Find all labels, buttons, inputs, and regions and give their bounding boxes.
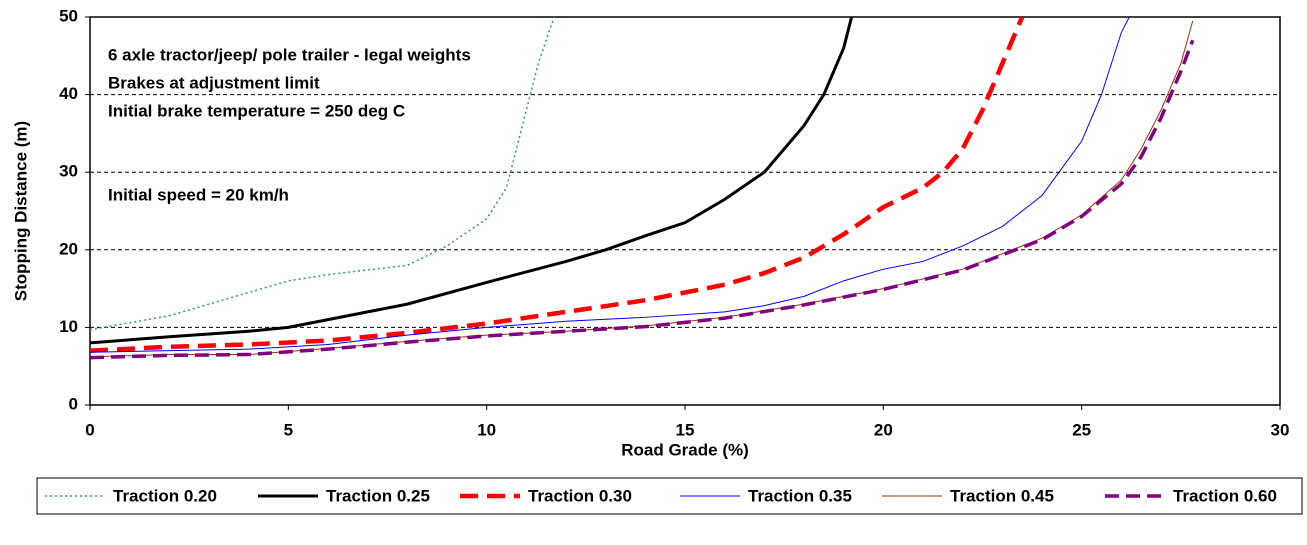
x-tick-label: 10 <box>477 420 496 439</box>
y-tick-label: 20 <box>59 239 78 258</box>
annotation: Initial speed = 20 km/h <box>108 185 289 204</box>
plot-border <box>89 16 1281 406</box>
y-tick-label: 0 <box>69 394 78 413</box>
y-axis-title: Stopping Distance (m) <box>11 121 30 301</box>
y-tick-label: 50 <box>59 6 78 25</box>
y-tick-label: 40 <box>59 84 78 103</box>
series-line <box>90 17 1130 353</box>
legend-label: Traction 0.45 <box>950 486 1054 505</box>
annotation: Initial brake temperature = 250 deg C <box>108 101 405 120</box>
y-tick-label: 30 <box>59 162 78 181</box>
x-tick-label: 5 <box>284 420 293 439</box>
y-tick-label: 10 <box>59 317 78 336</box>
x-tick-label: 20 <box>874 420 893 439</box>
legend-label: Traction 0.30 <box>528 486 632 505</box>
series-line <box>90 17 1025 353</box>
series-line <box>90 17 854 345</box>
legend-label: Traction 0.35 <box>748 486 852 505</box>
series-line <box>90 39 1195 360</box>
legend-label: Traction 0.60 <box>1173 486 1277 505</box>
legend-label: Traction 0.25 <box>326 486 430 505</box>
x-tick-label: 0 <box>85 420 94 439</box>
series-line <box>90 17 555 331</box>
x-tick-label: 15 <box>676 420 695 439</box>
legend-label: Traction 0.20 <box>113 486 217 505</box>
x-axis-title: Road Grade (%) <box>621 440 749 459</box>
x-tick-label: 30 <box>1271 420 1290 439</box>
annotation: Brakes at adjustment limit <box>108 73 320 92</box>
legend-box <box>36 477 1303 515</box>
annotation: 6 axle tractor/jeep/ pole trailer - lega… <box>108 45 471 64</box>
x-tick-label: 25 <box>1072 420 1091 439</box>
